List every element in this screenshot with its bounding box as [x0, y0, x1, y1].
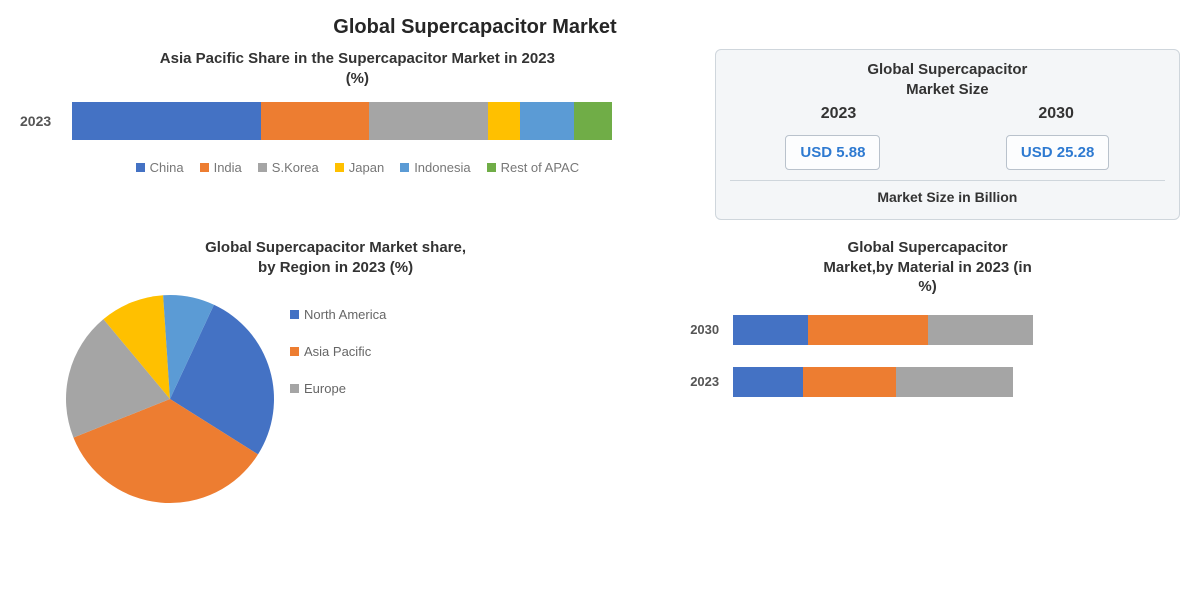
material-bar	[733, 315, 1033, 345]
pie-title-l2: by Region in 2023 (%)	[258, 259, 413, 276]
size-card-title: Global Supercapacitor Market Size	[730, 60, 1165, 99]
legend-label: Japan	[349, 160, 384, 175]
legend-item: Indonesia	[400, 160, 470, 175]
legend-swatch-icon	[290, 347, 299, 356]
market-size-card: Global Supercapacitor Market Size 2023 2…	[715, 49, 1180, 220]
stacked-seg-s-korea	[369, 102, 488, 140]
legend-swatch-icon	[335, 163, 344, 172]
stacked-seg-china	[72, 102, 261, 140]
pie-chart-section: Global Supercapacitor Market share, by R…	[20, 238, 651, 509]
legend-item: Rest of APAC	[487, 160, 580, 175]
legend-swatch-icon	[487, 163, 496, 172]
pie-title-l1: Global Supercapacitor Market share,	[205, 239, 466, 256]
legend-label: Indonesia	[414, 160, 470, 175]
size-card-pills: USD 5.88 USD 25.28	[730, 135, 1165, 170]
legend-swatch-icon	[290, 310, 299, 319]
size-pill-a: USD 5.88	[785, 135, 880, 170]
size-card-caption: Market Size in Billion	[730, 180, 1165, 205]
material-row: 2023	[675, 367, 1180, 397]
size-card-title-l1: Global Supercapacitor	[867, 61, 1027, 78]
mat-title-l3: %)	[918, 278, 936, 295]
legend-label: Asia Pacific	[304, 344, 371, 359]
legend-item: India	[200, 160, 242, 175]
legend-label: S.Korea	[272, 160, 319, 175]
size-year-b: 2030	[1038, 105, 1074, 123]
material-seg	[808, 315, 928, 345]
size-card-title-l2: Market Size	[906, 81, 989, 98]
legend-swatch-icon	[290, 384, 299, 393]
stacked-bar-legend: China India S.Korea Japan Indonesia Rest of A…	[20, 160, 695, 175]
stacked-title-line2: (%)	[346, 70, 369, 87]
legend-item: China	[136, 160, 184, 175]
pie-chart-title: Global Supercapacitor Market share, by R…	[20, 238, 651, 277]
legend-swatch-icon	[258, 163, 267, 172]
material-chart-title: Global Supercapacitor Market,by Material…	[675, 238, 1180, 297]
legend-label: Europe	[304, 381, 346, 396]
legend-item: Europe	[290, 381, 386, 396]
material-seg	[803, 367, 895, 397]
legend-swatch-icon	[400, 163, 409, 172]
material-rows: 2030 2023	[675, 315, 1180, 397]
material-seg	[733, 367, 803, 397]
material-row-label: 2023	[675, 374, 719, 389]
page-title: Global Supercapacitor Market	[0, 16, 1180, 39]
stacked-seg-india	[261, 102, 369, 140]
size-year-a: 2023	[821, 105, 857, 123]
pie-chart	[60, 289, 280, 509]
stacked-seg-indonesia	[520, 102, 574, 140]
stacked-bar-track	[72, 102, 612, 140]
size-pill-b: USD 25.28	[1006, 135, 1109, 170]
legend-swatch-icon	[200, 163, 209, 172]
bottom-row: Global Supercapacitor Market share, by R…	[20, 238, 1180, 509]
material-seg	[928, 315, 1033, 345]
material-row-label: 2030	[675, 322, 719, 337]
mat-title-l2: Market,by Material in 2023 (in	[823, 259, 1031, 276]
stacked-seg-japan	[488, 102, 520, 140]
stacked-bar-ylabel: 2023	[20, 113, 60, 129]
stacked-title-line1: Asia Pacific Share in the Supercapacitor…	[160, 50, 555, 67]
material-row: 2030	[675, 315, 1180, 345]
stacked-bar-chart: Asia Pacific Share in the Supercapacitor…	[20, 49, 695, 175]
material-seg	[896, 367, 1014, 397]
legend-item: Japan	[335, 160, 384, 175]
legend-item: Asia Pacific	[290, 344, 386, 359]
legend-label: India	[214, 160, 242, 175]
legend-swatch-icon	[136, 163, 145, 172]
material-seg	[733, 315, 808, 345]
stacked-seg-rest-of-apac	[574, 102, 612, 140]
legend-item: S.Korea	[258, 160, 319, 175]
legend-label: China	[150, 160, 184, 175]
pie-chart-legend: North America Asia Pacific Europe	[290, 307, 386, 396]
legend-item: North America	[290, 307, 386, 322]
mat-title-l1: Global Supercapacitor	[848, 239, 1008, 256]
material-bar-section: Global Supercapacitor Market,by Material…	[675, 238, 1180, 509]
size-card-years: 2023 2030	[730, 105, 1165, 123]
legend-label: North America	[304, 307, 386, 322]
legend-label: Rest of APAC	[501, 160, 580, 175]
material-bar	[733, 367, 1013, 397]
stacked-bar-title: Asia Pacific Share in the Supercapacitor…	[20, 49, 695, 88]
top-row: Asia Pacific Share in the Supercapacitor…	[20, 49, 1180, 220]
